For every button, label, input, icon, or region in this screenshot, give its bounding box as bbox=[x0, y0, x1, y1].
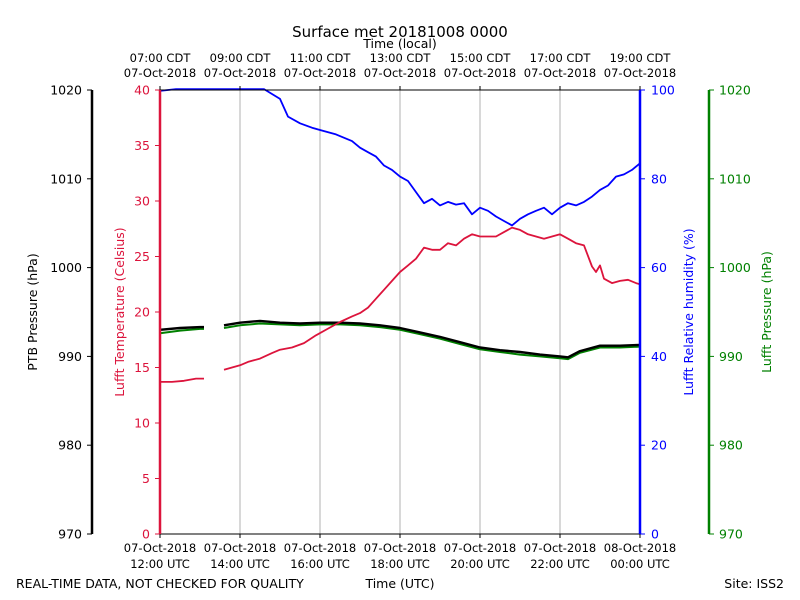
top-tick-label-time: 11:00 CDT bbox=[290, 51, 352, 65]
temp-tick-label: 5 bbox=[142, 471, 150, 486]
x-tick-label-date: 07-Oct-2018 bbox=[444, 541, 516, 555]
top-tick-label-date: 07-Oct-2018 bbox=[524, 66, 596, 80]
rh-tick-label: 80 bbox=[651, 171, 667, 186]
x-tick-label-time: 20:00 UTC bbox=[450, 557, 510, 571]
lufft-temperature-series-line bbox=[223, 226, 641, 371]
ptb-tick-label: 1010 bbox=[50, 171, 82, 186]
temp-tick-label: 10 bbox=[134, 416, 150, 431]
lufft-pressure-axis-label: Lufft Pressure (hPa) bbox=[759, 251, 774, 373]
x-tick-label-date: 07-Oct-2018 bbox=[524, 541, 596, 555]
lufft-pressure-tick-label: 1000 bbox=[719, 260, 751, 275]
lufft-pressure-tick-label: 1010 bbox=[719, 171, 751, 186]
top-axis-label: Time (local) bbox=[362, 36, 436, 51]
lufft-pressure-tick-label: 990 bbox=[719, 349, 743, 364]
temp-tick-label: 20 bbox=[134, 305, 150, 320]
ptb-tick-label: 980 bbox=[58, 438, 82, 453]
lufft-temperature-series-line bbox=[160, 377, 204, 383]
top-tick-label-date: 07-Oct-2018 bbox=[204, 66, 276, 80]
temp-tick-label: 15 bbox=[134, 360, 150, 375]
x-tick-label-date: 07-Oct-2018 bbox=[284, 541, 356, 555]
chart-title: Surface met 20181008 0000 bbox=[292, 23, 508, 41]
temp-tick-label: 0 bbox=[142, 527, 150, 542]
x-tick-label-date: 07-Oct-2018 bbox=[204, 541, 276, 555]
temp-tick-label: 40 bbox=[134, 83, 150, 98]
top-tick-label-time: 15:00 CDT bbox=[450, 51, 512, 65]
temp-tick-label: 35 bbox=[134, 138, 150, 153]
top-tick-label-time: 07:00 CDT bbox=[130, 51, 192, 65]
top-tick-label-date: 07-Oct-2018 bbox=[284, 66, 356, 80]
axes bbox=[87, 89, 714, 535]
top-tick-label-date: 07-Oct-2018 bbox=[364, 66, 436, 80]
rh-tick-label: 0 bbox=[651, 527, 659, 542]
top-tick-label-date: 07-Oct-2018 bbox=[604, 66, 676, 80]
x-tick-label-date: 07-Oct-2018 bbox=[124, 541, 196, 555]
temp-tick-label: 25 bbox=[134, 249, 150, 264]
lufft-pressure-tick-label: 1020 bbox=[719, 83, 751, 98]
x-tick-label-date: 08-Oct-2018 bbox=[604, 541, 676, 555]
x-tick-label-time: 22:00 UTC bbox=[530, 557, 590, 571]
quality-notice: REAL-TIME DATA, NOT CHECKED FOR QUALITY bbox=[16, 576, 304, 591]
x-tick-label-time: 12:00 UTC bbox=[130, 557, 190, 571]
rh-tick-label: 60 bbox=[651, 260, 667, 275]
x-tick-label-time: 16:00 UTC bbox=[290, 557, 350, 571]
plot-lines bbox=[159, 88, 641, 383]
ptb-tick-label: 1000 bbox=[50, 260, 82, 275]
top-tick-label-date: 07-Oct-2018 bbox=[124, 66, 196, 80]
top-tick-label-time: 19:00 CDT bbox=[610, 51, 672, 65]
lufft-pressure-series-line bbox=[159, 327, 204, 335]
site-label: Site: ISS2 bbox=[724, 576, 784, 591]
lufft-relative-humidity-series-line bbox=[159, 88, 641, 227]
rh-tick-label: 100 bbox=[651, 83, 675, 98]
ptb-tick-label: 970 bbox=[58, 527, 82, 542]
top-tick-label-time: 09:00 CDT bbox=[210, 51, 272, 65]
ptb-pressure-series-line bbox=[159, 325, 204, 331]
ptb-tick-label: 1020 bbox=[50, 83, 82, 98]
top-tick-label-date: 07-Oct-2018 bbox=[444, 66, 516, 80]
rh-tick-label: 20 bbox=[651, 438, 667, 453]
x-axis-label: Time (UTC) bbox=[364, 576, 434, 591]
lufft-pressure-tick-label: 980 bbox=[719, 438, 743, 453]
lufft-pressure-tick-label: 970 bbox=[719, 527, 743, 542]
ptb-tick-label: 990 bbox=[58, 349, 82, 364]
x-tick-label-time: 18:00 UTC bbox=[370, 557, 430, 571]
rh-tick-label: 40 bbox=[651, 349, 667, 364]
x-tick-label-time: 00:00 UTC bbox=[610, 557, 670, 571]
temp-tick-label: 30 bbox=[134, 194, 150, 209]
temp-axis-label: Lufft Temperature (Celsius) bbox=[112, 227, 127, 396]
tick-labels: 07-Oct-2018 12:00 UTC 07-Oct-2018 14:00 UTC… bbox=[50, 51, 751, 571]
top-tick-label-time: 13:00 CDT bbox=[370, 51, 432, 65]
ptb-pressure-series-line bbox=[223, 319, 641, 359]
x-tick-label-time: 14:00 UTC bbox=[210, 557, 270, 571]
gridlines bbox=[239, 90, 561, 534]
ptb-axis-label: PTB Pressure (hPa) bbox=[25, 253, 40, 370]
top-tick-label-time: 17:00 CDT bbox=[530, 51, 592, 65]
lufft-pressure-series-line bbox=[223, 322, 641, 361]
rh-axis-label: Lufft Relative humidity (%) bbox=[681, 228, 696, 395]
x-tick-label-date: 07-Oct-2018 bbox=[364, 541, 436, 555]
